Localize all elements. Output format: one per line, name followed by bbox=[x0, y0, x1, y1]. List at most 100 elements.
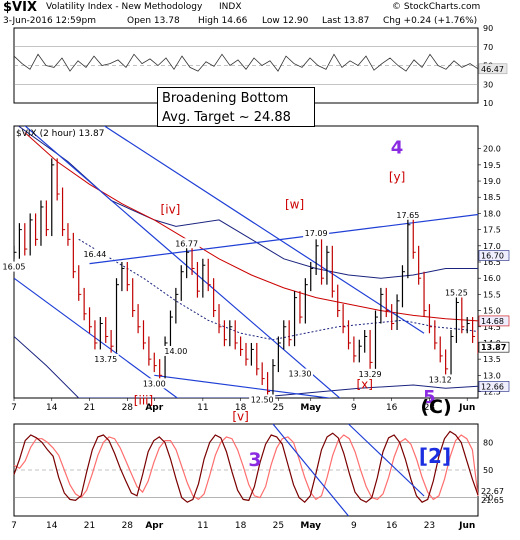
osc-x-tick-label: 9 bbox=[351, 521, 357, 531]
right-value-tag-bg bbox=[478, 250, 510, 261]
price-x-tick-label: 16 bbox=[386, 403, 398, 413]
price-tick-label: 13.5 bbox=[483, 355, 501, 364]
data-label: 13.00 bbox=[143, 379, 166, 388]
price-x-tick-label: 7 bbox=[11, 403, 17, 413]
lower-band-line bbox=[14, 336, 478, 398]
rsi-last-tag-bg bbox=[478, 63, 508, 75]
data-label-bg bbox=[286, 368, 313, 379]
price-tick-label: 19.5 bbox=[483, 161, 501, 170]
data-label: 16.44 bbox=[83, 250, 106, 259]
osc-signal-line bbox=[13, 434, 479, 501]
data-label: 13.29 bbox=[359, 370, 382, 379]
osc-plot-area bbox=[13, 423, 479, 517]
trendline bbox=[103, 126, 425, 334]
right-value-tag: 12.66 bbox=[481, 382, 504, 391]
osc-x-tick-label: 7 bbox=[11, 521, 17, 531]
chart-symbol: $VIX bbox=[3, 0, 37, 15]
annotation-line2: Avg. Target ~ 24.88 bbox=[162, 110, 291, 125]
data-label-bg bbox=[443, 287, 470, 298]
osc-x-tick-label: May bbox=[300, 521, 321, 531]
osc-wave-label: [2] bbox=[419, 444, 451, 468]
price-x-tick-label: 9 bbox=[351, 403, 357, 413]
chart-exchange: INDX bbox=[219, 2, 242, 12]
price-tick-label: 20.0 bbox=[483, 145, 501, 154]
osc-x-tick-label: 23 bbox=[424, 521, 435, 531]
data-label-bg bbox=[249, 394, 276, 405]
data-label: 15.25 bbox=[445, 288, 468, 297]
osc-x-tick-label: 28 bbox=[122, 521, 134, 531]
rsi-tick-label: 30 bbox=[483, 80, 493, 89]
chart-date: 3-Jun-2016 12:59pm bbox=[3, 16, 96, 26]
price-tick-label: 19.0 bbox=[483, 177, 501, 186]
price-tick-label: 16.5 bbox=[483, 258, 501, 267]
price-tick-label: 13.0 bbox=[483, 371, 501, 380]
osc-x-tick-label: 16 bbox=[386, 521, 398, 531]
right-value-tag-bg bbox=[478, 315, 510, 327]
price-x-tick-label: 21 bbox=[84, 403, 95, 413]
price-plot-area bbox=[14, 126, 478, 398]
price-x-tick-label: 18 bbox=[235, 403, 247, 413]
data-label: 17.09 bbox=[305, 229, 328, 238]
rsi-tick-label: 70 bbox=[483, 43, 493, 52]
price-x-tick-label: 14 bbox=[46, 403, 58, 413]
data-label: 16.05 bbox=[3, 263, 26, 272]
data-label-bg bbox=[1, 261, 27, 272]
data-label-bg bbox=[92, 354, 119, 365]
osc-x-tick-label: 18 bbox=[235, 521, 247, 531]
chart-high: High 14.66 bbox=[198, 16, 248, 26]
data-label-bg bbox=[81, 248, 108, 259]
trendline-continuation bbox=[272, 423, 349, 517]
right-value-tag-bg bbox=[478, 341, 510, 353]
data-label: 13.12 bbox=[429, 375, 452, 384]
price-tick-label: 15.5 bbox=[483, 290, 501, 299]
right-value-tag-bg bbox=[478, 381, 510, 392]
data-label-bg bbox=[394, 209, 421, 220]
chart-last: Last 13.87 bbox=[322, 16, 370, 26]
price-tick-label: 12.5 bbox=[483, 388, 501, 397]
data-label: 12.50 bbox=[251, 396, 274, 405]
osc-tick-label: 80 bbox=[483, 438, 493, 447]
price-x-tick-label: Jun bbox=[458, 403, 475, 413]
price-tick-label: 16.0 bbox=[483, 274, 501, 283]
osc-x-tick-label: Apr bbox=[145, 521, 163, 531]
wave-label: [w] bbox=[285, 198, 304, 212]
trendline bbox=[89, 213, 478, 265]
price-tick-label: 15.0 bbox=[483, 307, 501, 316]
price-x-tick-label: 28 bbox=[122, 403, 134, 413]
right-value-tag: 13.87 bbox=[481, 343, 506, 352]
osc-last-value: 21.65 bbox=[481, 496, 504, 505]
annotation-box: Broadening Bottom Avg. Target ~ 24.88 bbox=[157, 87, 315, 127]
chart-change: Chg +0.24 (+1.76%) bbox=[383, 16, 478, 26]
data-label-bg bbox=[357, 368, 384, 379]
rsi-last-value: 46.47 bbox=[481, 65, 504, 74]
osc-x-tick-label: 25 bbox=[273, 521, 284, 531]
data-label-bg bbox=[427, 374, 454, 385]
chart-copyright: © StockCharts.com bbox=[392, 2, 481, 12]
osc-x-tick-label: 21 bbox=[84, 521, 95, 531]
data-label: 13.75 bbox=[94, 355, 117, 364]
rsi-tick-label: 90 bbox=[483, 24, 493, 33]
price-tick-label: 18.0 bbox=[483, 209, 501, 218]
price-x-tick-label: Apr bbox=[145, 403, 163, 413]
price-tick-label: 17.0 bbox=[483, 242, 501, 251]
wave-label: 5 bbox=[423, 387, 436, 408]
wave-label: [iii] bbox=[134, 393, 153, 407]
data-label-bg bbox=[162, 345, 189, 356]
osc-last-value: 22.67 bbox=[481, 487, 504, 496]
osc-x-tick-label: Jun bbox=[458, 521, 475, 531]
data-label-bg bbox=[173, 238, 200, 249]
data-label-bg bbox=[303, 227, 330, 238]
osc-wave-label: (C) bbox=[420, 396, 451, 418]
ma200-line bbox=[24, 132, 478, 322]
osc-x-tick-label: 14 bbox=[46, 521, 58, 531]
chart-low: Low 12.90 bbox=[262, 16, 309, 26]
price-x-tick-label: May bbox=[300, 403, 321, 413]
annotation-line1: Broadening Bottom bbox=[162, 91, 289, 106]
osc-tick-label: 50 bbox=[483, 466, 493, 475]
right-value-tag: 14.68 bbox=[481, 317, 504, 326]
wave-label: [y] bbox=[389, 170, 405, 184]
data-label: 17.65 bbox=[396, 211, 419, 220]
wave-label: [iv] bbox=[161, 202, 181, 216]
price-tick-label: 17.5 bbox=[483, 226, 501, 235]
right-value-tag: 16.70 bbox=[481, 252, 504, 261]
